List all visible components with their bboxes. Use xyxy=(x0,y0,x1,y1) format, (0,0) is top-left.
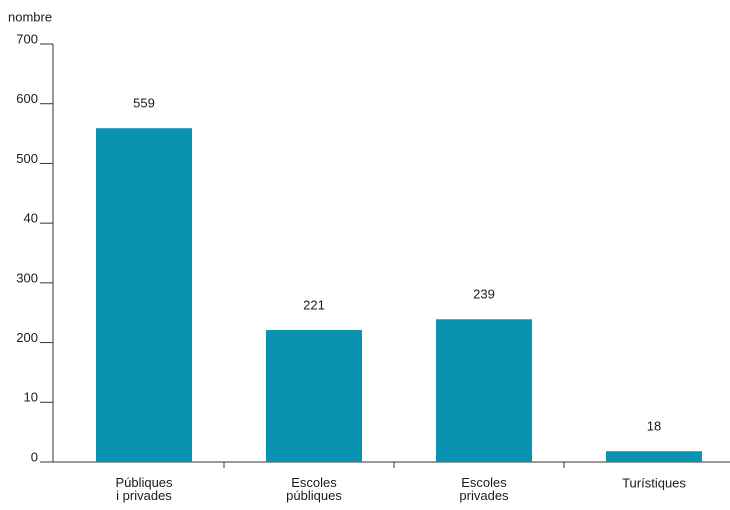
x-tick-label: Escoles privades xyxy=(459,475,509,503)
y-tick-label: 0 xyxy=(31,449,38,464)
x-tick-label: Escoles públiques xyxy=(286,475,342,503)
y-tick-label: 300 xyxy=(16,270,38,285)
value-label: 221 xyxy=(303,297,325,312)
y-tick-label: 600 xyxy=(16,91,38,106)
bar xyxy=(436,319,532,462)
y-tick-label: 500 xyxy=(16,151,38,166)
y-tick-label: 200 xyxy=(16,330,38,345)
bar xyxy=(96,128,192,462)
bar xyxy=(266,330,362,462)
value-label: 559 xyxy=(133,96,155,111)
y-axis-label: nombre xyxy=(8,9,52,24)
x-tick-label: Públiques i privades xyxy=(115,475,173,503)
y-tick-label: 700 xyxy=(16,31,38,46)
y-tick-label: 10 xyxy=(24,390,38,405)
y-tick-label: 40 xyxy=(24,211,38,226)
x-tick-label: Turístiques xyxy=(622,475,686,490)
value-label: 239 xyxy=(473,287,495,302)
bar xyxy=(606,451,702,462)
value-label: 18 xyxy=(647,419,661,434)
